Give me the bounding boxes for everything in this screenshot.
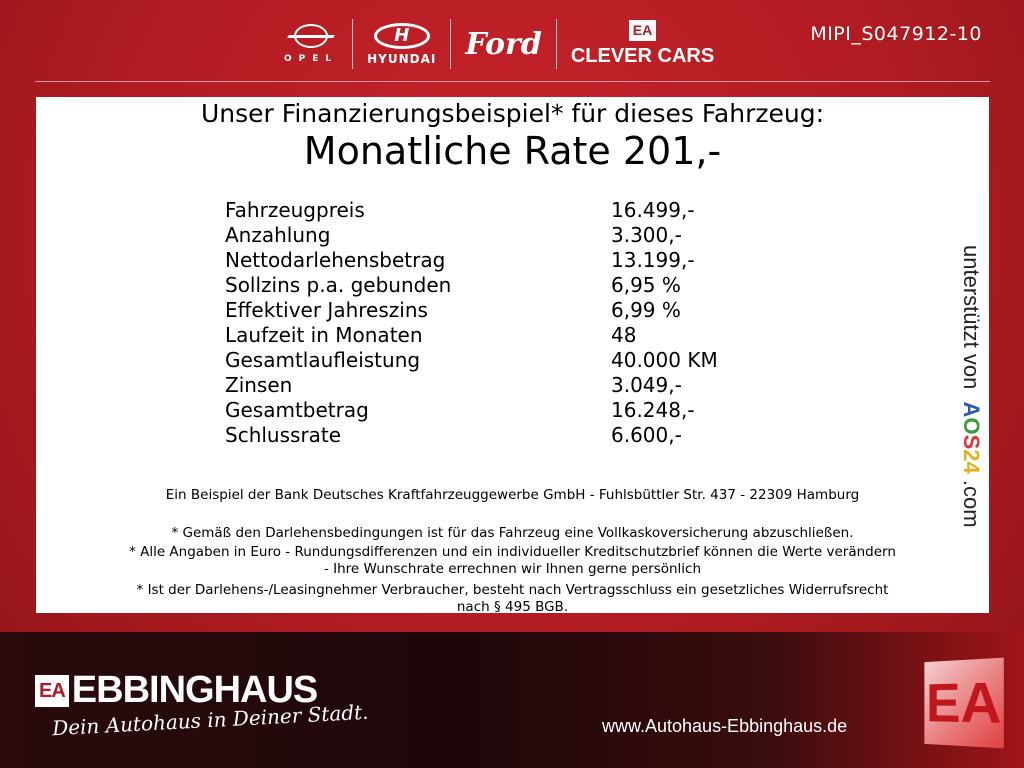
footnote-euro-cont: - Ihre Wunschrate errechnen wir Ihnen ge… (323, 561, 702, 577)
table-row: Nettodarlehensbetrag 13.199,- (225, 248, 718, 273)
row-value: 48 (611, 323, 637, 347)
row-label: Effektiver Jahreszins (225, 298, 428, 322)
supported-text: unterstützt von (959, 245, 984, 390)
divider (352, 19, 354, 69)
row-label: Anzahlung (225, 223, 331, 247)
table-row: Effektiver Jahreszins 6,99 % (225, 298, 718, 323)
footnote-euro: * Alle Angaben in Euro - Rundungsdiffere… (129, 544, 896, 560)
supported-by-aos24: unterstützt von AOS24 .com (958, 245, 984, 528)
row-value: 40.000 KM (611, 348, 718, 372)
ebbinghaus-name: EBBINGHAUS (71, 669, 318, 711)
row-value: 6,99 % (611, 298, 681, 322)
row-label: Schlussrate (225, 423, 342, 447)
aos-logo-o: O (959, 417, 984, 435)
hyundai-text: HYUNDAI (367, 51, 437, 66)
row-value: 13.199,- (611, 248, 695, 272)
table-row: Gesamtbetrag 16.248,- (225, 398, 718, 423)
row-label: Fahrzeugpreis (225, 198, 365, 222)
row-label: Sollzins p.a. gebunden (225, 273, 452, 297)
footer-banner: EA EBBINGHAUS Dein Autohaus in Deiner Sta… (0, 632, 1024, 768)
clever-cars-logo: EA CLEVER CARS (557, 18, 728, 70)
footnote-withdrawal: * Ist der Darlehens-/Leasingnehmer Verbr… (136, 582, 889, 598)
table-row: Laufzeit in Monaten 48 (225, 323, 718, 348)
row-value: 16.499,- (611, 198, 695, 222)
aos-logo-a: A (959, 401, 984, 418)
ea-icon: EA (35, 674, 69, 707)
row-value: 3.049,- (611, 373, 682, 397)
table-row: Anzahlung 3.300,- (225, 223, 718, 248)
opel-text: OPEL (284, 54, 339, 64)
row-label: Nettodarlehensbetrag (225, 248, 446, 272)
hyundai-logo: H HYUNDAI (353, 18, 450, 70)
divider (450, 19, 452, 69)
row-label: Laufzeit in Monaten (225, 323, 423, 347)
table-row: Gesamtlaufleistung 40.000 KM (225, 348, 718, 373)
vehicle-code: MIPI_S047912-10 (810, 23, 982, 45)
clever-cars-text: CLEVER CARS (570, 45, 715, 67)
bank-info: Ein Beispiel der Bank Deutsches Kraftfah… (165, 487, 860, 503)
row-value: 6,95 % (611, 273, 681, 297)
ea-icon: EA (628, 20, 657, 41)
footnote-withdrawal-cont: nach § 495 BGB. (456, 599, 569, 615)
header-divider (35, 81, 990, 82)
aos-logo-s: S (959, 434, 984, 450)
row-label: Gesamtlaufleistung (225, 348, 421, 372)
aos-domain: .com (959, 479, 984, 528)
row-value: 16.248,- (611, 398, 695, 422)
footnote-insurance: * Gemäß den Darlehensbedingungen ist für… (171, 525, 854, 541)
brand-logos: OPEL H HYUNDAI Ford EA CLEVER CARS (270, 18, 728, 70)
table-row: Zinsen 3.049,- (225, 373, 718, 398)
opel-logo: OPEL (270, 18, 352, 70)
row-label: Zinsen (225, 373, 293, 397)
row-value: 3.300,- (611, 223, 682, 247)
table-row: Sollzins p.a. gebunden 6,95 % (225, 273, 718, 298)
ea-3d-logo-icon: EA (924, 657, 1004, 749)
table-row: Fahrzeugpreis 16.499,- (225, 198, 718, 223)
ebbinghaus-logo: EA EBBINGHAUS (35, 669, 318, 712)
financing-panel: Unser Finanzierungsbeispiel* für dieses … (36, 97, 989, 615)
website-link[interactable]: www.Autohaus-Ebbinghaus.de (602, 716, 848, 736)
ford-logo: Ford (465, 26, 542, 62)
financing-table: Fahrzeugpreis 16.499,- Anzahlung 3.300,- N… (225, 198, 718, 448)
divider (555, 19, 557, 69)
offer-title: Unser Finanzierungsbeispiel* für dieses … (200, 99, 825, 128)
opel-blitz-icon (294, 24, 329, 48)
row-value: 6.600,- (611, 423, 682, 447)
aos-logo-24: 24 (959, 449, 984, 474)
monthly-rate: Monatliche Rate 201,- (303, 129, 722, 173)
table-row: Schlussrate 6.600,- (225, 423, 718, 448)
row-label: Gesamtbetrag (225, 398, 369, 422)
hyundai-h-icon: H (373, 22, 430, 49)
